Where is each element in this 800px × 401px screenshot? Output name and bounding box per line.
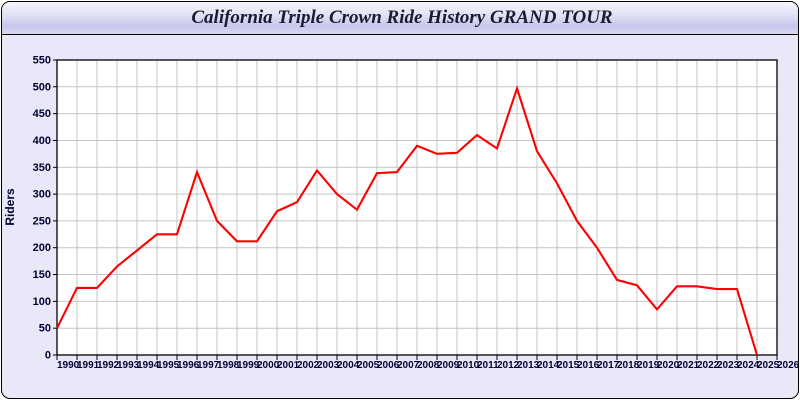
svg-text:50: 50 [39,323,51,335]
svg-text:450: 450 [33,108,51,120]
svg-text:250: 250 [33,215,51,227]
svg-text:300: 300 [33,189,51,201]
svg-text:0: 0 [45,350,51,362]
svg-text:550: 550 [33,55,51,67]
svg-text:2026: 2026 [777,360,799,371]
svg-text:350: 350 [33,162,51,174]
svg-text:100: 100 [33,296,51,308]
svg-text:150: 150 [33,269,51,281]
svg-text:200: 200 [33,242,51,254]
svg-text:500: 500 [33,81,51,93]
svg-text:400: 400 [33,135,51,147]
svg-text:Riders: Riders [3,188,17,226]
svg-text:2011: 2011 [477,360,499,371]
